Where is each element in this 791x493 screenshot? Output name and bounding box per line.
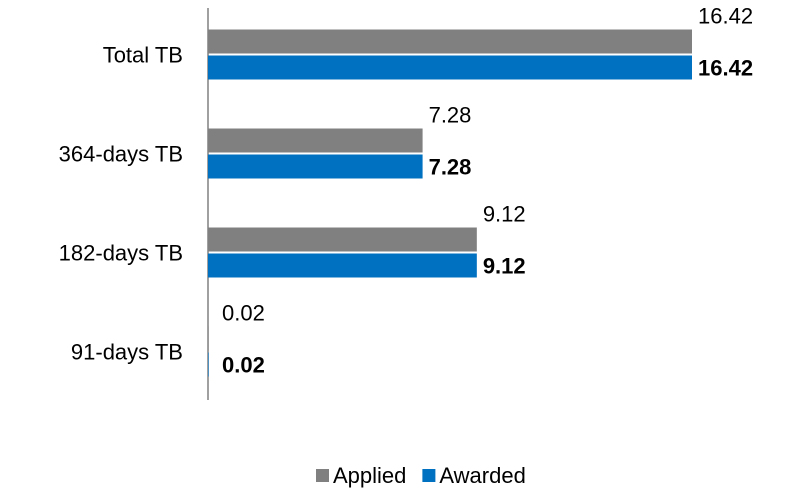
data-label: 0.02 <box>222 300 265 325</box>
bar <box>208 55 692 80</box>
data-label: 9.12 <box>483 253 526 278</box>
bar <box>208 352 209 377</box>
data-label: 16.42 <box>698 55 753 80</box>
category-label: Total TB <box>103 42 183 67</box>
data-label: 9.12 <box>483 201 526 226</box>
legend-swatch <box>316 469 329 482</box>
data-label: 7.28 <box>429 102 472 127</box>
legend-swatch <box>422 469 436 482</box>
legend-label: Applied <box>333 463 406 488</box>
category-label: 91-days TB <box>71 339 183 364</box>
legend-label: Awarded <box>439 463 525 488</box>
category-label: 364-days TB <box>59 141 183 166</box>
bar <box>208 326 209 351</box>
bar <box>208 227 477 252</box>
data-label: 7.28 <box>429 154 472 179</box>
bar <box>208 128 423 153</box>
data-label: 0.02 <box>222 352 265 377</box>
category-label: 182-days TB <box>59 240 183 265</box>
bar <box>208 154 423 179</box>
bar <box>208 253 477 278</box>
bar <box>208 29 692 54</box>
data-label: 16.42 <box>698 3 753 28</box>
